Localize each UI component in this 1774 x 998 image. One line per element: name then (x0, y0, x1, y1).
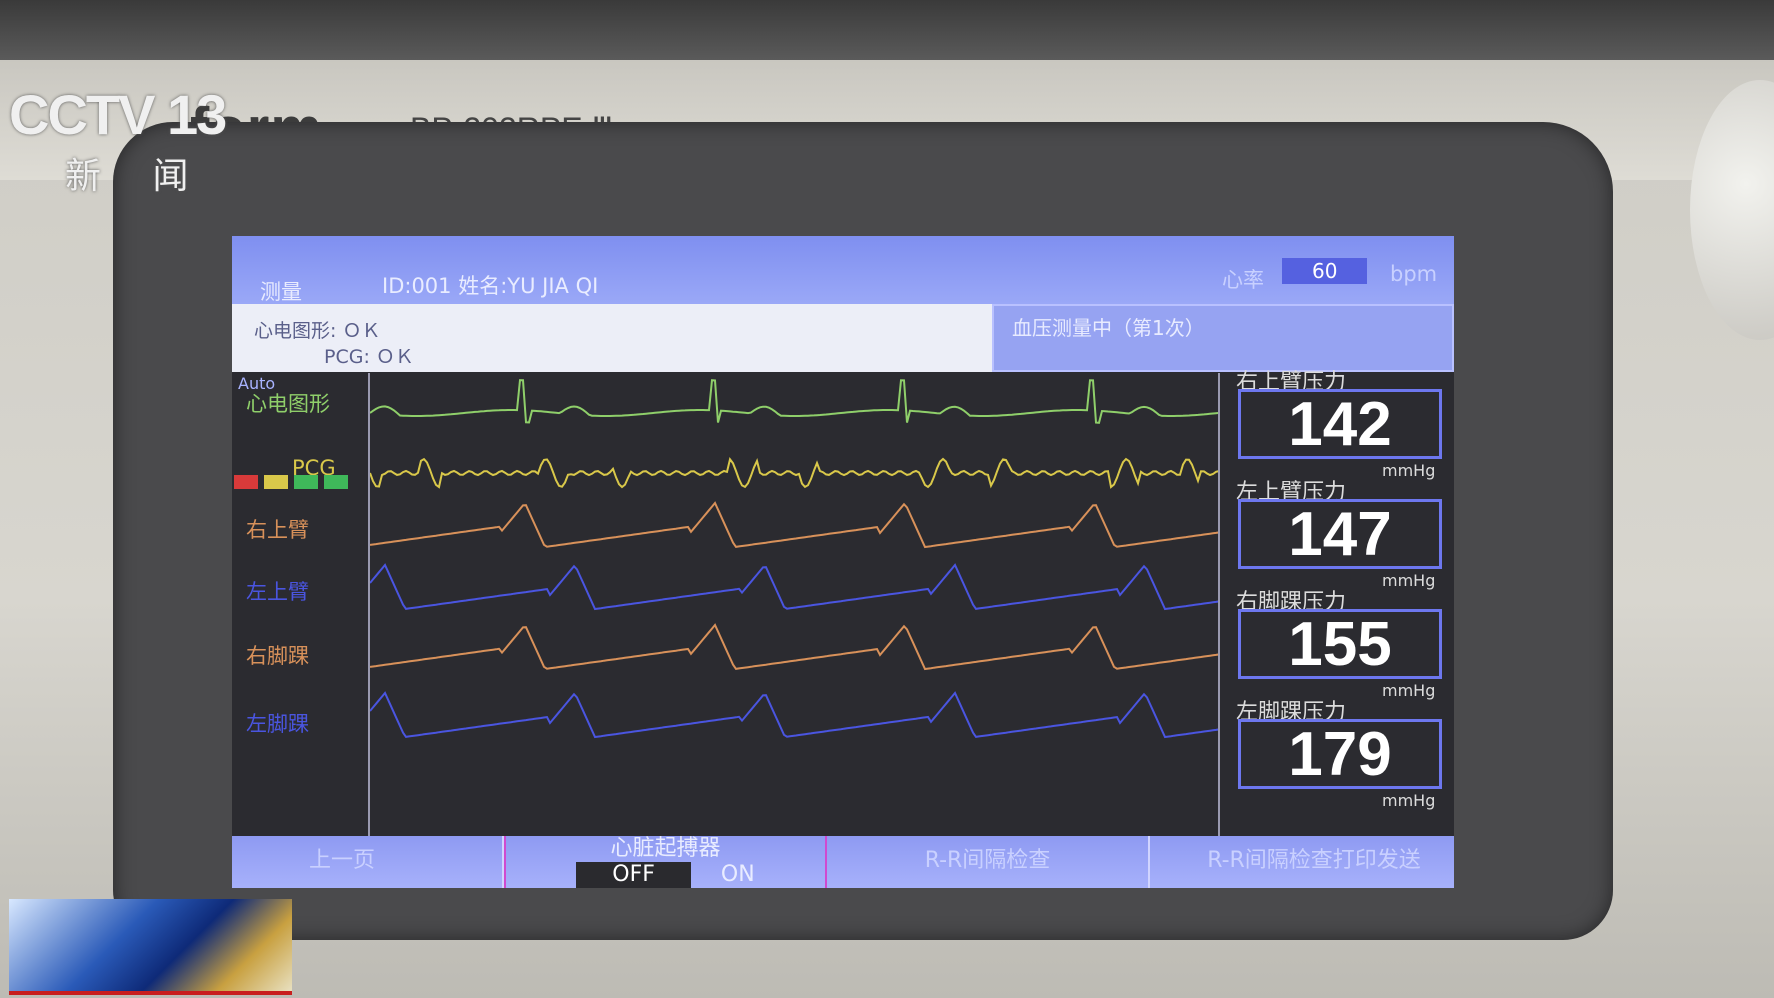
pressure-value: 155 (1238, 609, 1442, 679)
ecg-status: 心电图形: ＯＫ (254, 320, 381, 342)
pressure-unit: mmHg (1382, 791, 1436, 810)
channel-label: 右上臂 (246, 518, 309, 542)
heart-rate-value: 60 (1282, 258, 1368, 284)
pcg-level-segment (324, 475, 348, 489)
patient-info: ID:001 姓名:YU JIA QI (382, 274, 599, 298)
channel-label: 左脚踝 (246, 712, 309, 736)
channel-subtitle: 新 闻 (65, 156, 209, 197)
channel-label: 左上臂 (246, 580, 309, 604)
channel-logo: CCTV 13 新 闻 (9, 82, 227, 199)
pressure-value: 179 (1238, 719, 1442, 789)
pcg-status: PCG: ＯＫ (324, 346, 414, 368)
pressure-value: 147 (1238, 499, 1442, 569)
measurement-status: 血压测量中（第1次） (992, 304, 1454, 372)
measuring-text: 血压测量中（第1次） (1012, 316, 1205, 340)
waveform-trace (370, 563, 1218, 611)
mode-title: 测量 (260, 280, 302, 304)
pressure-value: 142 (1238, 389, 1442, 459)
pressure-unit: mmHg (1382, 571, 1436, 590)
pcg-level-segment (234, 475, 258, 489)
pcg-level-indicator (234, 474, 354, 493)
waveform-display (368, 373, 1220, 839)
pcg-level-segment (294, 475, 318, 489)
screen-bezel: 测量 ID:001 姓名:YU JIA QI 心率 60 bpm 心电图形: Ｏ… (113, 122, 1613, 940)
channel-logo-text: CCTV 13 (9, 83, 227, 146)
pressure-unit: mmHg (1382, 681, 1436, 700)
waveform-trace (370, 501, 1218, 549)
pacemaker-label: 心脏起搏器 (610, 836, 721, 861)
channel-label: 心电图形 (246, 392, 330, 416)
pressure-unit: mmHg (1382, 461, 1436, 480)
channel-label: 右脚踝 (246, 644, 309, 668)
pacemaker-toggle[interactable]: 心脏起搏器 OFF ON (504, 836, 827, 888)
header-bar: 测量 ID:001 姓名:YU JIA QI 心率 60 bpm (232, 236, 1454, 304)
pacemaker-off[interactable]: OFF (576, 862, 691, 888)
waveform-trace (370, 379, 1218, 424)
heart-rate-label: 心率 (1222, 268, 1264, 292)
auto-label: Auto (238, 374, 276, 393)
prev-page-button[interactable]: 上一页 (232, 836, 504, 888)
pacemaker-on[interactable]: ON (720, 862, 755, 887)
rr-print-send-button[interactable]: R-R间隔检查打印发送 (1150, 836, 1454, 888)
waveform-trace (370, 623, 1218, 671)
waveform-trace (370, 456, 1218, 489)
device-screen: 测量 ID:001 姓名:YU JIA QI 心率 60 bpm 心电图形: Ｏ… (232, 236, 1454, 888)
pcg-level-segment (264, 475, 288, 489)
signal-status: 心电图形: ＯＫ PCG: ＯＫ (232, 304, 992, 372)
broadcast-thumbnail (9, 899, 292, 995)
heart-rate-unit: bpm (1390, 262, 1438, 286)
waveform-trace (370, 691, 1218, 739)
rr-interval-check-button[interactable]: R-R间隔检查 (827, 836, 1150, 888)
